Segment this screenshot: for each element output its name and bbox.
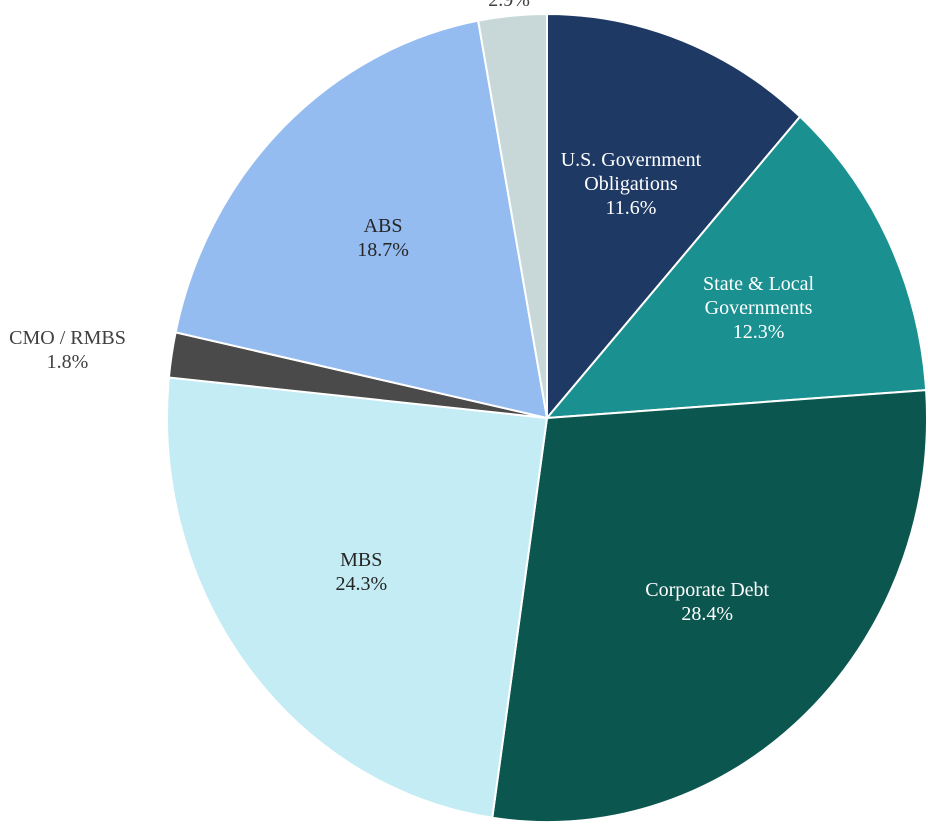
value-label: 12.3% — [732, 320, 785, 343]
slice-label: ABS 18.7% — [357, 214, 409, 262]
value-label: 11.6% — [605, 196, 657, 219]
category-label: CMO / RMBS — [9, 327, 126, 350]
pie-slice — [476, 12, 548, 419]
pie-slice — [544, 115, 928, 420]
pie-slice — [546, 12, 802, 421]
category-label: ABS — [363, 215, 403, 238]
category-label: Corporate Debt — [645, 578, 770, 601]
slice-label: Corporate Debt 28.4% — [645, 578, 769, 626]
slice-label: State & Local Governments 12.3% — [674, 272, 843, 344]
value-label: 18.7% — [357, 239, 409, 262]
pie-slice — [174, 19, 549, 420]
pie-slice — [166, 376, 549, 819]
category-label: MBS — [340, 549, 383, 572]
value-label: 2.9% — [481, 0, 537, 12]
category-label: State & Local Governments — [703, 272, 815, 319]
value-label: 24.3% — [335, 573, 388, 596]
value-label: 28.4% — [681, 602, 734, 625]
pie-slice — [491, 389, 928, 823]
slice-label: CMO / RMBS 1.8% — [9, 326, 126, 374]
value-label: 1.8% — [46, 351, 89, 374]
slice-label: MBS 24.3% — [335, 548, 387, 596]
category-label: U.S. Government Obligations — [560, 148, 702, 195]
slice-label: U.S. Government Obligations 11.6% — [536, 148, 726, 220]
slice-label: CMBS2.9% — [481, 0, 537, 12]
